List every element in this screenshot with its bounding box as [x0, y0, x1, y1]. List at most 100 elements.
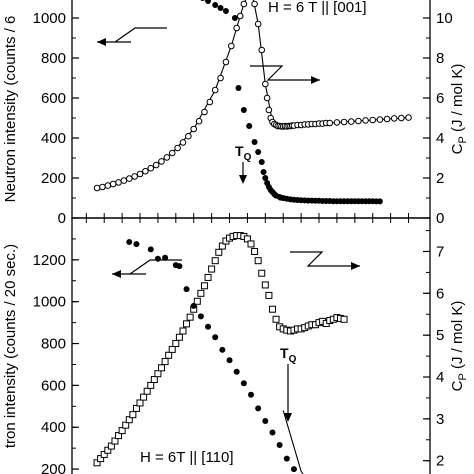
data-point-open-square [158, 364, 165, 372]
data-point-open-circle [158, 158, 165, 165]
data-point-open-circle [390, 115, 398, 122]
data-point-open-square [175, 333, 183, 341]
data-point-open-square [340, 315, 348, 323]
right-tick-label: 2 [436, 170, 444, 187]
data-point-open-circle [355, 117, 362, 125]
data-point-filled-circle [190, 302, 197, 309]
data-point-open-circle [125, 175, 133, 182]
data-point-open-circle [93, 184, 101, 192]
data-point-filled-circle [240, 380, 247, 387]
right-tick-label: 10 [436, 10, 453, 27]
data-point-open-square [254, 257, 262, 265]
right-axis-title-unit: (J / mol K) [449, 64, 466, 137]
tq-arrowhead [284, 413, 292, 422]
data-point-open-circle [333, 119, 341, 126]
right-axis-title-subscript: P [457, 373, 469, 380]
data-point-open-square [165, 351, 173, 359]
data-point-open-square [218, 242, 226, 250]
data-point-open-square [132, 404, 140, 412]
data-point-open-square [104, 446, 112, 454]
field-annotation: H = 6T || [110] [140, 449, 234, 466]
data-point-filled-circle [283, 455, 290, 462]
data-point-open-square [100, 450, 108, 458]
right-tick-label: 7 [436, 243, 444, 260]
tq-subscript: Q [289, 354, 297, 365]
data-point-filled-circle [212, 2, 219, 8]
data-point-filled-circle [162, 254, 169, 261]
left-tick-label: 200 [41, 461, 66, 474]
data-point-open-square [215, 248, 223, 256]
data-point-open-circle [104, 182, 112, 189]
data-point-open-circle [174, 144, 181, 152]
data-point-filled-circle [126, 239, 133, 246]
data-point-filled-circle [217, 5, 224, 11]
data-point-filled-circle [200, 0, 205, 1]
data-point-open-circle [228, 42, 235, 50]
data-point-open-square [261, 281, 269, 289]
tq-label: TQ [280, 345, 297, 365]
data-point-open-square [115, 432, 123, 440]
data-point-open-square [93, 459, 101, 467]
data-point-filled-circle [235, 85, 242, 91]
data-point-open-circle [206, 98, 214, 106]
data-point-filled-circle [183, 286, 190, 293]
data-point-filled-circle [262, 417, 269, 424]
data-point-open-circle [398, 114, 405, 122]
data-point-open-circle [168, 149, 176, 157]
data-point-open-circle [258, 46, 266, 54]
data-point-filled-circle [205, 0, 212, 4]
data-point-filled-circle [255, 149, 262, 155]
right-axis-title: CP (J / mol K) [449, 301, 469, 392]
data-point-open-square [143, 387, 151, 395]
data-point-filled-circle [226, 357, 233, 364]
data-point-open-square [125, 416, 133, 424]
data-point-open-square [211, 257, 219, 265]
right-tick-label: 4 [436, 369, 444, 386]
data-point-open-square [147, 381, 155, 389]
data-point-open-circle [190, 125, 198, 133]
right-axis-title-unit: (J / mol K) [449, 301, 466, 374]
data-point-filled-circle [262, 175, 269, 181]
data-point-open-circle [195, 117, 203, 125]
data-point-open-square [161, 358, 169, 366]
data-point-filled-circle [240, 107, 247, 113]
data-point-open-circle [211, 86, 219, 94]
data-point-filled-circle [258, 159, 265, 165]
tq-symbol: T [280, 345, 289, 361]
data-point-filled-circle [231, 15, 238, 21]
data-point-filled-circle [251, 139, 258, 145]
data-point-open-square [179, 327, 187, 335]
data-point-filled-circle [222, 8, 229, 14]
data-point-open-circle [136, 170, 144, 178]
left-tick-label: 400 [41, 130, 66, 147]
right-tick-label: 0 [436, 210, 444, 227]
data-point-filled-circle [276, 442, 283, 449]
right-tick-label: 3 [436, 411, 444, 428]
data-point-open-circle [131, 173, 138, 180]
left-tick-label: 1000 [33, 10, 66, 27]
right-axis-title: CP (J / mol K) [449, 64, 469, 155]
data-point-open-square [258, 269, 266, 277]
right-axis-title-symbol: C [449, 380, 466, 391]
left-tick-label: 800 [41, 50, 66, 67]
data-point-open-circle [233, 24, 240, 32]
data-point-filled-circle [219, 346, 226, 353]
left-tick-label: 400 [41, 419, 66, 436]
data-point-filled-circle [248, 391, 254, 398]
data-point-open-circle [201, 108, 208, 116]
data-point-open-circle [347, 118, 355, 125]
data-point-open-circle [217, 74, 224, 82]
data-point-filled-circle [212, 334, 219, 341]
data-point-open-circle [236, 12, 244, 20]
data-point-open-square [265, 291, 273, 299]
data-point-open-square [193, 297, 201, 305]
data-point-filled-circle [197, 313, 204, 320]
right-tick-label: 6 [436, 285, 444, 302]
data-point-open-circle [405, 114, 412, 121]
data-point-open-square [122, 421, 130, 429]
data-point-open-circle [369, 116, 377, 124]
data-point-open-square [118, 427, 126, 435]
data-point-open-circle [340, 118, 348, 126]
data-point-filled-circle [133, 241, 140, 248]
